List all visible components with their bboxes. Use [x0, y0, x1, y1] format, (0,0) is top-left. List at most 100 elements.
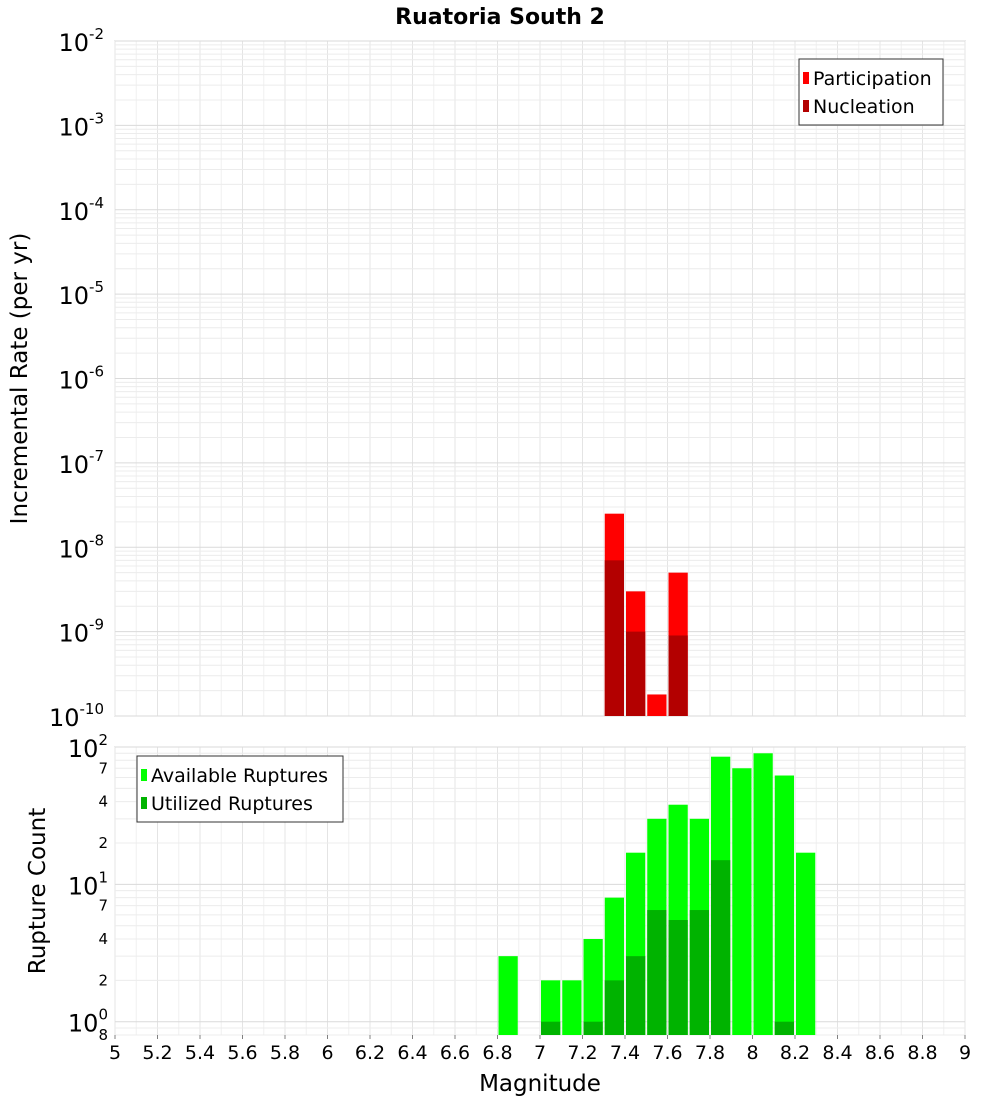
- x-tick-label: 5.2: [142, 1042, 172, 1064]
- rate-y-tick-base: 10: [58, 29, 89, 57]
- rupture-available-ruptures-bar: [774, 775, 794, 1035]
- rupture-y-tick-exponent: 0: [98, 1006, 108, 1024]
- rate-y-tick-exponent: -6: [89, 363, 104, 381]
- rupture-y-axis-label: Rupture Count: [25, 808, 51, 974]
- x-tick-label: 7: [534, 1042, 546, 1064]
- rupture-legend-label: Utilized Ruptures: [151, 793, 313, 815]
- rate-y-tick-exponent: -3: [89, 109, 104, 127]
- rupture-utilized-ruptures-bar: [647, 910, 667, 1035]
- rate-y-tick-label: 10-2: [58, 25, 104, 57]
- rate-y-tick-base: 10: [58, 282, 89, 310]
- x-tick-label: 7.4: [610, 1042, 640, 1064]
- rate-legend-swatch: [803, 72, 809, 84]
- rupture-utilized-ruptures-bar: [668, 920, 688, 1035]
- x-tick-label: 7.8: [695, 1042, 725, 1064]
- rate-gridlines: [114, 40, 966, 717]
- rupture-bars: [498, 753, 816, 1035]
- x-tick-label: 8: [746, 1042, 758, 1064]
- rupture-available-ruptures-bar: [541, 980, 561, 1035]
- rupture-available-ruptures-bar: [498, 956, 518, 1035]
- rupture-y-minor-tick-label: 4: [98, 793, 108, 811]
- rate-legend-label: Nucleation: [813, 96, 915, 118]
- x-tick-label: 6.4: [397, 1042, 427, 1064]
- rupture-available-ruptures-bar: [583, 939, 603, 1035]
- rate-nucleation-bar: [604, 560, 624, 716]
- rupture-y-minor-tick-label: 4: [98, 930, 108, 948]
- rate-y-tick-label: 10-9: [58, 616, 104, 648]
- x-tick-label: 9: [959, 1042, 971, 1064]
- rate-y-tick-base: 10: [58, 535, 89, 563]
- rate-y-tick-exponent: -4: [89, 194, 104, 212]
- rate-y-tick-exponent: -8: [89, 531, 104, 549]
- x-tick-label: 8.6: [865, 1042, 895, 1064]
- x-tick-label: 5.6: [227, 1042, 257, 1064]
- rupture-legend-swatch: [141, 769, 147, 781]
- rate-y-tick-base: 10: [49, 704, 80, 732]
- rate-bars: [604, 513, 688, 716]
- rate-legend-label: Participation: [813, 68, 932, 90]
- rupture-utilized-ruptures-bar: [583, 1021, 603, 1035]
- rupture-y-tick-label: 102: [68, 731, 108, 763]
- rupture-y-tick-exponent: 1: [98, 868, 108, 886]
- rupture-legend: Available Ruptures Utilized Ruptures: [136, 755, 344, 823]
- rupture-utilized-ruptures-bar: [626, 956, 646, 1035]
- x-tick-label: 8.4: [822, 1042, 852, 1064]
- x-tick-label: 6.2: [355, 1042, 385, 1064]
- rate-legend-box: [798, 58, 944, 126]
- rupture-utilized-ruptures-bar: [711, 860, 731, 1035]
- rupture-utilized-ruptures-bar: [604, 980, 624, 1035]
- rate-y-tick-exponent: -5: [89, 278, 104, 296]
- rupture-y-minor-tick-label: 2: [98, 834, 108, 852]
- rate-legend: Participation Nucleation: [798, 58, 944, 126]
- rupture-y-tick-base: 10: [68, 872, 99, 900]
- rate-y-tick-label: 10-5: [58, 278, 104, 310]
- x-tick-label: 5: [109, 1042, 121, 1064]
- rate-nucleation-bar: [668, 635, 688, 716]
- rate-legend-swatch: [803, 100, 809, 112]
- rate-y-axis-label: Incremental Rate (per yr): [7, 233, 33, 525]
- x-tick-label: 5.4: [185, 1042, 215, 1064]
- rupture-y-minor-tick-label: 7: [98, 759, 108, 777]
- rate-y-tick-base: 10: [58, 198, 89, 226]
- rupture-utilized-ruptures-bar: [774, 1021, 794, 1035]
- x-tick-label: 6.8: [482, 1042, 512, 1064]
- rate-y-tick-label: 10-3: [58, 109, 104, 141]
- rupture-available-ruptures-bar: [732, 768, 752, 1035]
- x-tick-label: 5.8: [270, 1042, 300, 1064]
- rate-y-tick-base: 10: [58, 451, 89, 479]
- x-tick-label: 8.8: [907, 1042, 937, 1064]
- rupture-y-minor-tick-label: 2: [98, 971, 108, 989]
- rate-y-tick-label: 10-7: [58, 447, 104, 479]
- rate-y-tick-label: 10-10: [49, 700, 104, 732]
- rate-y-tick-exponent: -10: [80, 700, 105, 718]
- chart-title: Ruatoria South 2: [395, 5, 605, 30]
- rate-y-tick-base: 10: [58, 367, 89, 395]
- rupture-utilized-ruptures-bar: [541, 1021, 561, 1035]
- rupture-available-ruptures-bar: [753, 753, 773, 1035]
- rupture-y-tick-label: 100: [68, 1006, 108, 1038]
- rate-y-tick-exponent: -2: [89, 25, 104, 43]
- rupture-y-tick-exponent: 2: [98, 731, 108, 749]
- rate-y-tick-label: 10-8: [58, 531, 104, 563]
- rupture-utilized-ruptures-bar: [689, 910, 709, 1035]
- rate-y-tick-exponent: -7: [89, 447, 104, 465]
- rate-y-tick-base: 10: [58, 113, 89, 141]
- magnitude-x-ticks: 5 5.2 5.4 5.6 5.8 6 6.2 6.4 6.6 6.8 7 7.2 7.4 7.6 7.8 8…: [109, 1035, 971, 1064]
- rate-y-tick-label: 10-6: [58, 363, 104, 395]
- magnitude-x-axis-label: Magnitude: [479, 1071, 601, 1097]
- rupture-y-minor-tick-label: 7: [98, 897, 108, 915]
- rupture-y-minor-tick-label: 8: [98, 1026, 108, 1044]
- rupture-y-tick-base: 10: [68, 1010, 99, 1038]
- rate-participation-bar: [647, 694, 667, 716]
- x-tick-label: 6: [321, 1042, 333, 1064]
- x-tick-label: 6.6: [440, 1042, 470, 1064]
- rate-y-tick-exponent: -9: [89, 616, 104, 634]
- rupture-y-tick-label: 101: [68, 868, 108, 900]
- rupture-legend-label: Available Ruptures: [151, 765, 328, 787]
- rupture-available-ruptures-bar: [562, 980, 582, 1035]
- rate-y-tick-label: 10-4: [58, 194, 104, 226]
- rupture-legend-box: [136, 755, 344, 823]
